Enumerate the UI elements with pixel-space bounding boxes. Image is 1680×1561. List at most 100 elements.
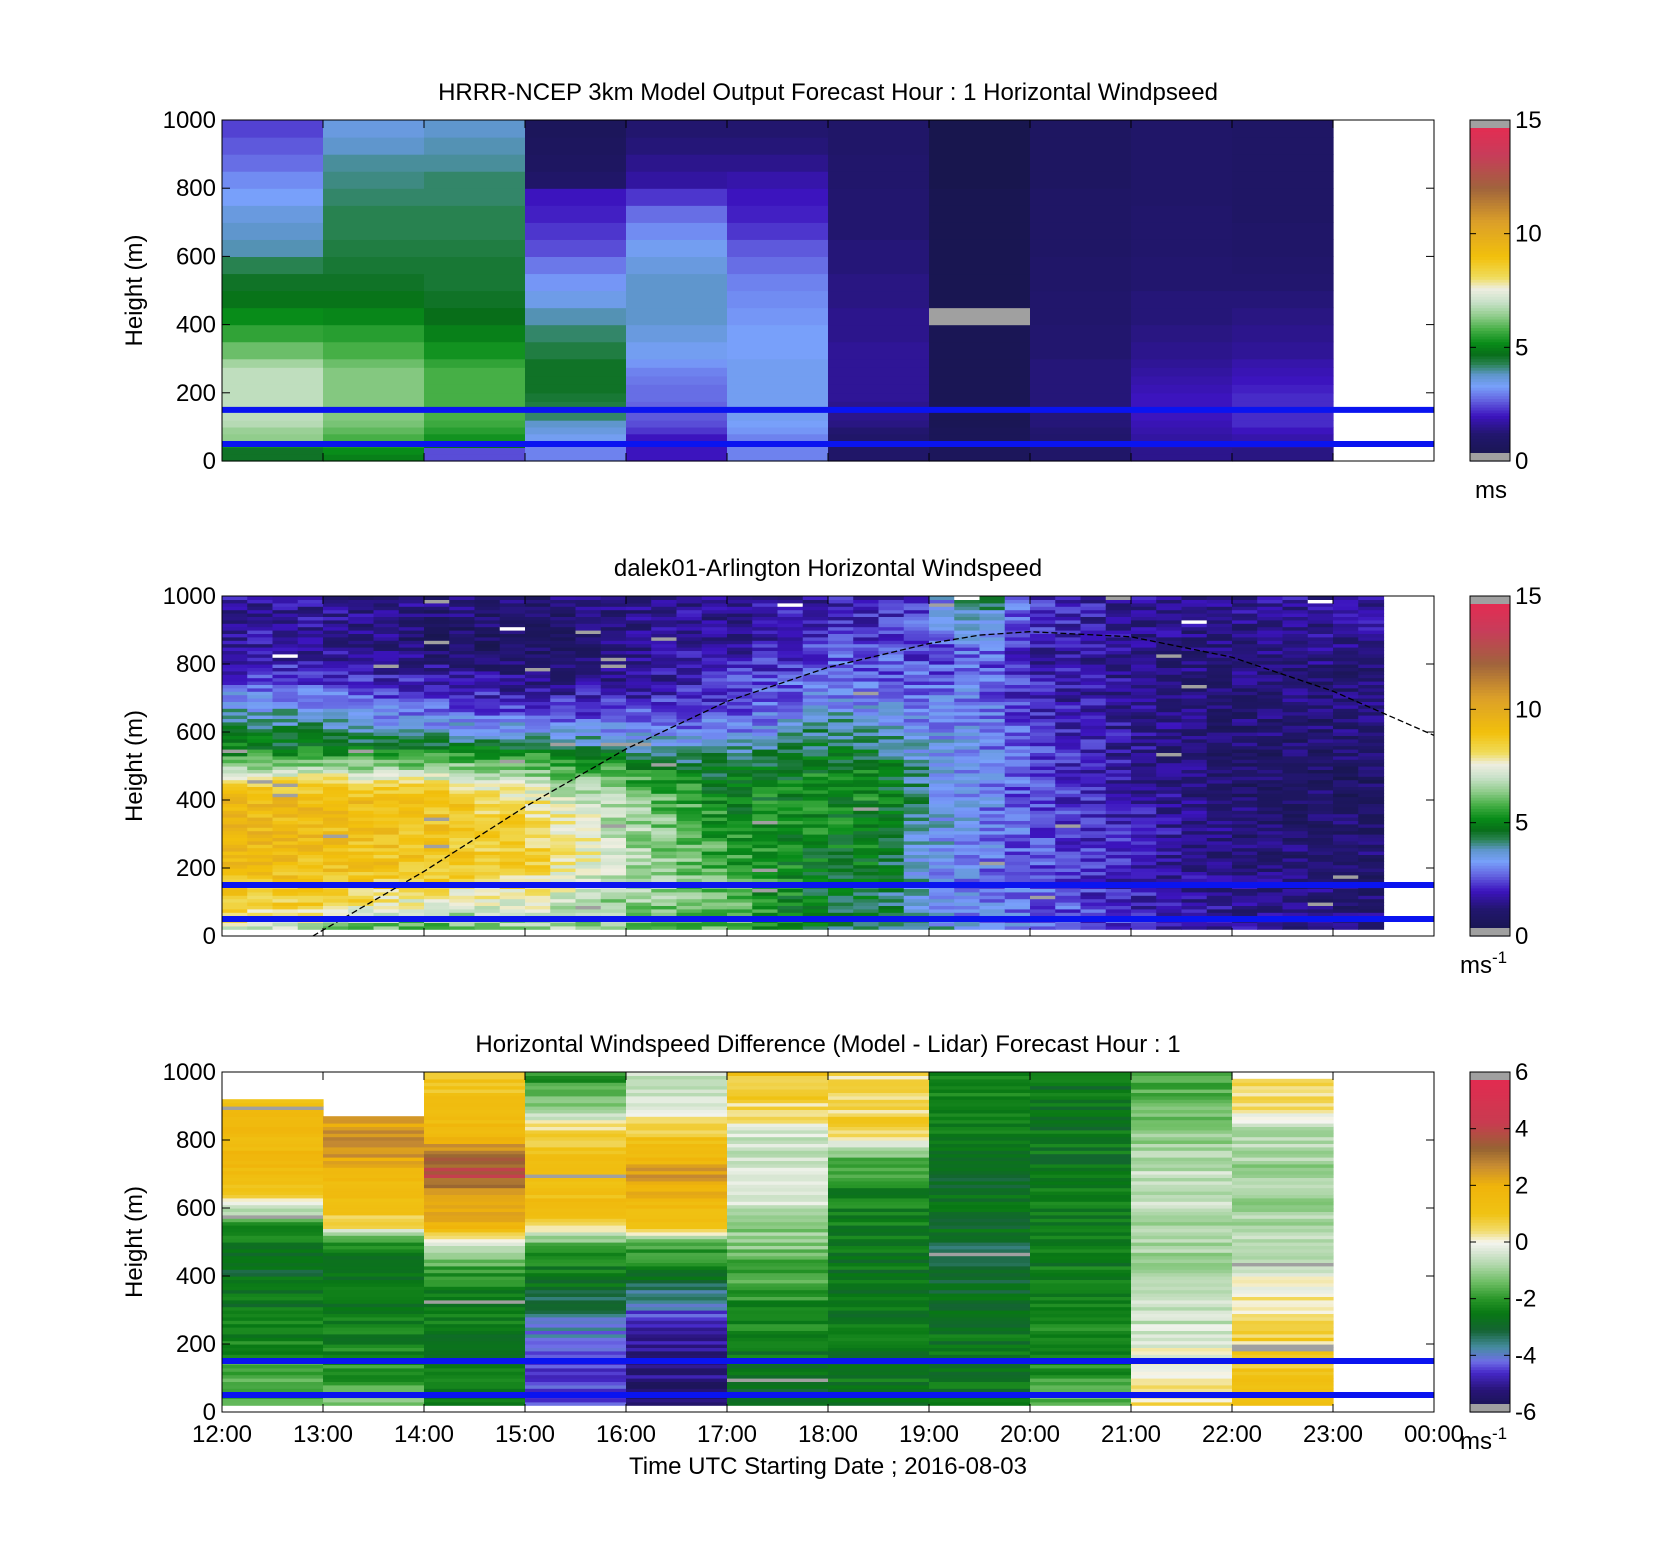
heat-cell bbox=[626, 623, 652, 628]
heat-cell bbox=[878, 745, 905, 750]
heat-cell bbox=[1055, 922, 1082, 927]
heat-cell bbox=[1055, 851, 1082, 855]
heat-cell bbox=[701, 844, 728, 849]
heat-cell bbox=[499, 905, 526, 910]
heat-cell bbox=[929, 660, 955, 665]
heat-cell bbox=[1030, 779, 1056, 784]
heat-cell bbox=[222, 745, 248, 750]
heat-cell bbox=[550, 704, 577, 709]
heat-cell bbox=[222, 307, 324, 326]
heat-cell bbox=[348, 840, 375, 845]
heat-cell bbox=[954, 783, 981, 787]
heat-cell bbox=[929, 857, 955, 862]
heat-cell bbox=[550, 718, 577, 723]
heat-cell bbox=[575, 871, 602, 876]
heat-cell bbox=[802, 759, 829, 764]
heat-cell bbox=[979, 677, 1006, 682]
heat-cell bbox=[373, 609, 400, 614]
heat-cell bbox=[1232, 878, 1258, 883]
heat-cell bbox=[828, 891, 854, 896]
heat-cell bbox=[449, 636, 476, 641]
heat-cell bbox=[424, 137, 526, 155]
heat-cell bbox=[1080, 789, 1107, 794]
heat-cell bbox=[828, 902, 854, 906]
heat-cell bbox=[651, 755, 678, 760]
heat-cell bbox=[398, 898, 425, 903]
heat-cell bbox=[1333, 694, 1359, 699]
heat-cell bbox=[525, 623, 551, 628]
heat-cell bbox=[398, 925, 425, 930]
heat-cell bbox=[424, 755, 450, 760]
heat-cell bbox=[348, 864, 375, 869]
heat-cell bbox=[777, 857, 804, 862]
heat-cell bbox=[701, 738, 728, 743]
heat-cell bbox=[828, 650, 854, 655]
heat-cell bbox=[1181, 704, 1208, 709]
heat-cell bbox=[222, 755, 248, 760]
heat-cell bbox=[222, 681, 248, 685]
heat-cell bbox=[373, 755, 400, 760]
heat-cell bbox=[828, 735, 854, 740]
heat-cell bbox=[752, 847, 779, 852]
heat-cell bbox=[626, 840, 652, 845]
heat-cell bbox=[878, 698, 905, 702]
heat-cell bbox=[348, 878, 375, 883]
heat-cell bbox=[1105, 806, 1132, 811]
heat-cell bbox=[323, 698, 349, 702]
heat-cell bbox=[1181, 779, 1208, 784]
heat-cell bbox=[449, 599, 476, 604]
heat-cell bbox=[701, 779, 728, 784]
heat-cell bbox=[525, 732, 551, 736]
heat-cell bbox=[1156, 694, 1183, 699]
heat-cell bbox=[903, 871, 930, 876]
heat-cell bbox=[1030, 823, 1056, 828]
heat-cell bbox=[1358, 905, 1385, 910]
heat-cell bbox=[1004, 864, 1031, 869]
heat-cell bbox=[1080, 786, 1107, 791]
heat-cell bbox=[701, 817, 728, 821]
heat-cell bbox=[398, 653, 425, 658]
heat-cell bbox=[247, 749, 274, 753]
heat-cell bbox=[222, 650, 248, 655]
heat-cell bbox=[474, 755, 501, 760]
heat-cell bbox=[853, 878, 880, 883]
heat-cell bbox=[474, 827, 501, 832]
colorbar-segment bbox=[1470, 134, 1510, 138]
heat-cell bbox=[525, 660, 551, 665]
heat-cell bbox=[1030, 827, 1056, 832]
heat-cell bbox=[1307, 650, 1334, 655]
heat-cell bbox=[853, 681, 880, 685]
heat-cell bbox=[323, 674, 349, 679]
heat-cell bbox=[1206, 806, 1233, 811]
heat-cell bbox=[348, 898, 375, 903]
heat-cell bbox=[979, 738, 1006, 743]
heat-cell bbox=[1232, 698, 1258, 702]
heat-cell bbox=[903, 698, 930, 702]
heat-cell bbox=[247, 596, 274, 600]
heat-cell bbox=[954, 874, 981, 879]
heat-cell bbox=[651, 674, 678, 679]
heat-cell bbox=[676, 630, 703, 634]
heat-cell bbox=[247, 905, 274, 910]
heat-cell bbox=[853, 749, 880, 753]
heat-cell bbox=[297, 749, 324, 753]
heat-cell bbox=[247, 732, 274, 736]
heat-cell bbox=[979, 783, 1006, 787]
heat-cell bbox=[1030, 239, 1132, 257]
heat-cell bbox=[1232, 711, 1258, 716]
heat-cell bbox=[954, 837, 981, 842]
colorbar-segment bbox=[1470, 358, 1510, 363]
heat-cell bbox=[1156, 687, 1183, 692]
heat-cell bbox=[626, 721, 652, 726]
heat-cell bbox=[348, 874, 375, 879]
heat-cell bbox=[424, 667, 450, 672]
heat-cell bbox=[828, 616, 854, 621]
colorbar-segment bbox=[1470, 318, 1510, 323]
heat-cell bbox=[929, 796, 955, 801]
heat-cell bbox=[222, 647, 248, 651]
heat-cell bbox=[575, 732, 602, 736]
heat-cell bbox=[600, 715, 627, 719]
heat-cell bbox=[651, 704, 678, 709]
heat-cell bbox=[1131, 766, 1157, 770]
colorbar-segment bbox=[1470, 279, 1510, 283]
